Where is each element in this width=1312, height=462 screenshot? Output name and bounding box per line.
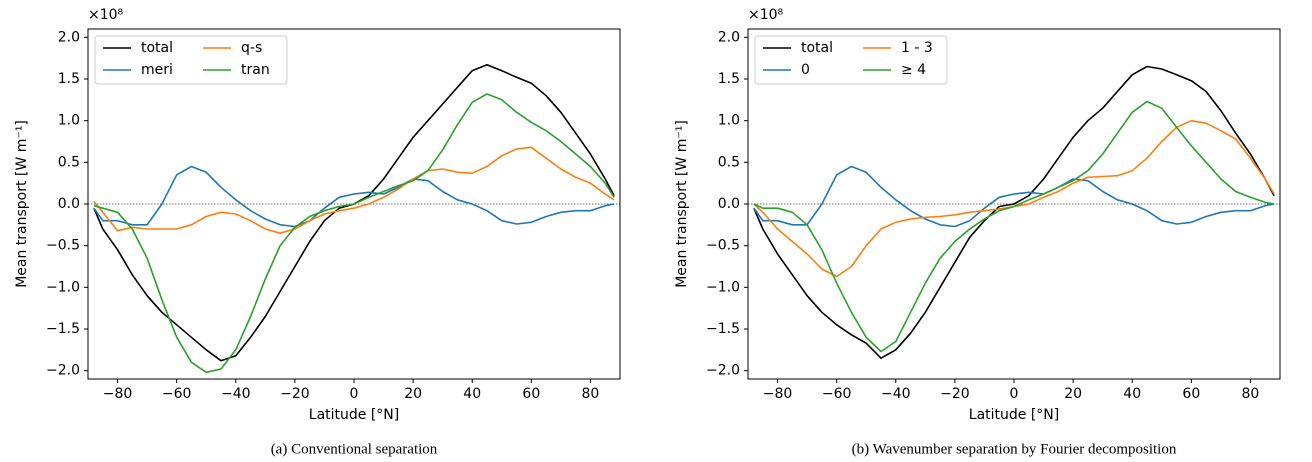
y-tick-label: 2.0 <box>58 29 80 45</box>
y-tick-label: −1.5 <box>706 321 740 337</box>
series-line <box>753 165 1275 228</box>
legend-label: total <box>141 40 173 56</box>
series-line <box>93 165 615 228</box>
x-tick-label: 60 <box>1182 386 1200 402</box>
offset-text: ×10⁸ <box>748 7 784 23</box>
x-tick-label: 40 <box>463 386 481 402</box>
legend-label: total <box>801 40 833 56</box>
y-tick-label: −1.5 <box>46 321 80 337</box>
y-tick-label: 0.5 <box>718 154 740 170</box>
y-tick-label: −0.5 <box>706 238 740 254</box>
x-axis-label: Latitude [°N] <box>969 407 1059 423</box>
series-line <box>753 65 1275 359</box>
y-tick-label: −1.0 <box>706 279 740 295</box>
legend-box <box>94 35 288 85</box>
y-tick-label: 0.5 <box>58 154 80 170</box>
y-tick-label: −2.0 <box>706 363 740 379</box>
x-tick-label: −20 <box>280 386 310 402</box>
y-tick-label: −2.0 <box>46 363 80 379</box>
x-tick-label: −40 <box>881 386 911 402</box>
x-tick-label: −40 <box>221 386 251 402</box>
y-axis-label: Mean transport [W m⁻¹] <box>674 120 690 288</box>
x-tick-label: 20 <box>404 386 422 402</box>
y-tick-label: 1.0 <box>58 113 80 129</box>
x-tick-label: −60 <box>162 386 192 402</box>
y-tick-label: 1.0 <box>718 113 740 129</box>
plot-area <box>748 65 1280 359</box>
x-tick-label: 80 <box>1242 386 1260 402</box>
legend-label: meri <box>141 62 173 78</box>
x-tick-label: 20 <box>1064 386 1082 402</box>
caption: (b) Wavenumber separation by Fourier dec… <box>852 441 1177 457</box>
offset-text: ×10⁸ <box>88 7 124 23</box>
x-axis-label: Latitude [°N] <box>309 407 399 423</box>
series-line <box>93 93 615 374</box>
x-tick-label: 0 <box>1010 386 1019 402</box>
x-tick-label: −80 <box>763 386 793 402</box>
x-tick-label: −80 <box>103 386 133 402</box>
legend-label: ≥ 4 <box>901 62 926 78</box>
legend: total 0 1 - 3 ≥ 4 <box>754 35 948 85</box>
caption: (a) Conventional separation <box>271 441 438 457</box>
y-tick-label: 0.0 <box>718 196 740 212</box>
x-tick-label: −60 <box>822 386 852 402</box>
y-tick-label: 1.5 <box>58 71 80 87</box>
series-line <box>753 100 1275 353</box>
legend-label: tran <box>241 62 270 78</box>
legend-label: q-s <box>241 40 262 56</box>
x-tick-label: 40 <box>1123 386 1141 402</box>
legend-box <box>754 35 948 85</box>
y-tick-label: −0.5 <box>46 238 80 254</box>
x-tick-label: 80 <box>582 386 600 402</box>
y-tick-label: −1.0 <box>46 279 80 295</box>
legend-label: 1 - 3 <box>901 40 933 56</box>
series-line <box>93 64 615 362</box>
x-tick-label: 0 <box>350 386 359 402</box>
y-tick-label: 2.0 <box>718 29 740 45</box>
legend-label: 0 <box>801 62 810 78</box>
plot-area <box>88 64 620 374</box>
y-tick-label: 0.0 <box>58 196 80 212</box>
axes-frame <box>747 28 1281 380</box>
series-line <box>753 119 1275 278</box>
legend: total meri q-s tran <box>94 35 288 85</box>
x-tick-label: 60 <box>522 386 540 402</box>
x-tick-label: −20 <box>940 386 970 402</box>
y-axis-label: Mean transport [W m⁻¹] <box>14 120 30 288</box>
series-line <box>93 146 615 234</box>
y-tick-label: 1.5 <box>718 71 740 87</box>
axes-frame <box>87 28 621 380</box>
